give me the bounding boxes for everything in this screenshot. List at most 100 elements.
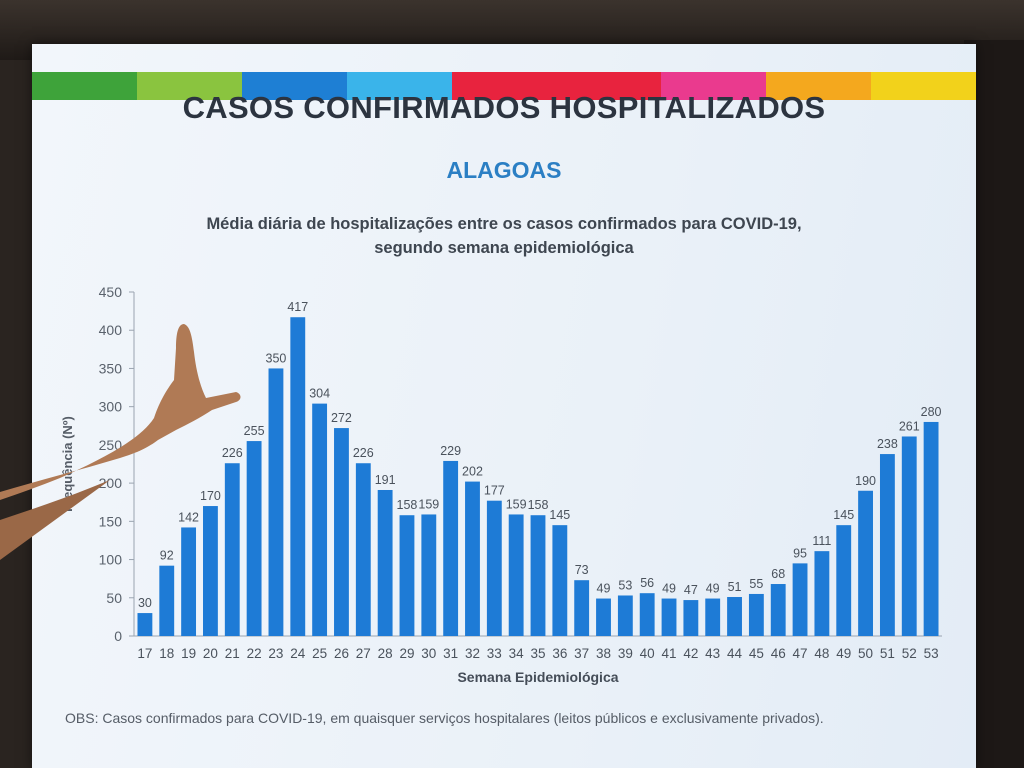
x-tick-label: 29 <box>399 646 414 661</box>
x-axis-label: Semana Epidemiológica <box>457 669 618 685</box>
data-label: 261 <box>899 419 920 433</box>
bar <box>574 580 590 636</box>
x-tick-label: 31 <box>443 646 458 661</box>
data-label: 142 <box>178 510 199 524</box>
footnote: OBS: Casos confirmados para COVID-19, em… <box>65 710 824 726</box>
x-tick-label: 19 <box>181 646 196 661</box>
x-tick-label: 52 <box>902 646 917 661</box>
bar <box>312 403 328 636</box>
y-tick-label: 400 <box>99 322 123 338</box>
x-tick-label: 45 <box>749 646 764 661</box>
data-label: 51 <box>728 580 742 594</box>
x-tick-label: 42 <box>683 646 698 661</box>
color-stripe <box>32 72 976 100</box>
stripe-segment <box>451 72 557 100</box>
x-tick-label: 18 <box>159 646 174 661</box>
data-label: 111 <box>812 534 831 548</box>
data-label: 49 <box>706 582 720 596</box>
x-tick-label: 20 <box>203 646 218 661</box>
data-label: 202 <box>462 465 483 479</box>
bar <box>596 598 611 636</box>
chart-description: Média diária de hospitalizações entre os… <box>32 212 976 260</box>
bar <box>727 597 742 636</box>
data-label: 238 <box>877 437 898 451</box>
bar <box>377 489 393 636</box>
x-tick-label: 40 <box>640 646 655 661</box>
stripe-segment <box>661 72 767 100</box>
x-tick-label: 38 <box>596 646 611 661</box>
bar <box>639 593 655 636</box>
x-tick-label: 44 <box>727 646 743 661</box>
y-tick-label: 150 <box>99 513 123 529</box>
data-label: 191 <box>375 473 396 487</box>
data-label: 159 <box>418 497 439 511</box>
bar <box>530 515 546 636</box>
bar <box>290 317 306 636</box>
y-tick-label: 300 <box>99 399 123 415</box>
x-tick-label: 41 <box>662 646 677 661</box>
data-label: 255 <box>244 424 265 438</box>
x-tick-label: 33 <box>487 646 502 661</box>
x-tick-label: 22 <box>247 646 262 661</box>
x-tick-label: 53 <box>924 646 939 661</box>
bar <box>748 593 764 636</box>
x-tick-label: 50 <box>858 646 873 661</box>
y-axis-label: Frequência (Nº) <box>60 416 75 512</box>
stripe-segment <box>871 72 976 100</box>
stripe-segment <box>136 72 242 100</box>
x-tick-label: 51 <box>880 646 895 661</box>
data-label: 92 <box>160 549 174 563</box>
x-tick-label: 21 <box>225 646 240 661</box>
data-label: 55 <box>749 577 763 591</box>
data-label: 159 <box>506 497 527 511</box>
data-label: 53 <box>618 578 632 592</box>
bar <box>399 515 415 636</box>
bar <box>705 598 721 636</box>
data-label: 417 <box>287 300 308 314</box>
data-label: 73 <box>575 563 589 577</box>
data-label: 47 <box>684 583 698 597</box>
x-tick-label: 30 <box>421 646 436 661</box>
bar <box>792 563 808 636</box>
chart-description-line-1: Média diária de hospitalizações entre os… <box>206 215 802 233</box>
data-label: 158 <box>397 498 418 512</box>
data-label: 68 <box>771 567 785 581</box>
y-tick-label: 250 <box>99 437 123 453</box>
bar <box>661 598 677 636</box>
data-label: 350 <box>266 351 287 365</box>
bar <box>224 463 240 636</box>
bar <box>814 551 830 636</box>
bar <box>486 500 502 636</box>
data-label: 158 <box>528 498 549 512</box>
bar <box>159 565 175 636</box>
x-tick-label: 23 <box>268 646 283 661</box>
bar <box>355 463 371 636</box>
data-label: 280 <box>921 405 942 419</box>
x-tick-label: 36 <box>552 646 567 661</box>
x-tick-label: 24 <box>290 646 306 661</box>
bar <box>879 454 895 636</box>
x-tick-label: 37 <box>574 646 589 661</box>
bar <box>137 613 153 636</box>
x-tick-label: 39 <box>618 646 633 661</box>
data-label: 170 <box>200 489 221 503</box>
stripe-segment <box>556 72 662 100</box>
bar <box>421 514 437 636</box>
bar <box>203 506 218 636</box>
bar <box>836 525 852 636</box>
bar <box>901 436 917 636</box>
x-tick-label: 35 <box>530 646 545 661</box>
data-label: 190 <box>855 474 876 488</box>
data-label: 56 <box>640 576 654 590</box>
bar <box>923 421 939 636</box>
slide-subtitle: ALAGOAS <box>446 157 562 183</box>
y-tick-label: 50 <box>106 590 122 606</box>
bar <box>508 514 524 636</box>
y-tick-label: 350 <box>99 360 123 376</box>
y-tick-label: 0 <box>114 628 122 644</box>
bar <box>617 595 633 636</box>
chart-description-line-2: segundo semana epidemiológica <box>374 239 634 257</box>
x-tick-label: 28 <box>378 646 393 661</box>
bar <box>334 428 349 636</box>
x-tick-label: 49 <box>836 646 851 661</box>
